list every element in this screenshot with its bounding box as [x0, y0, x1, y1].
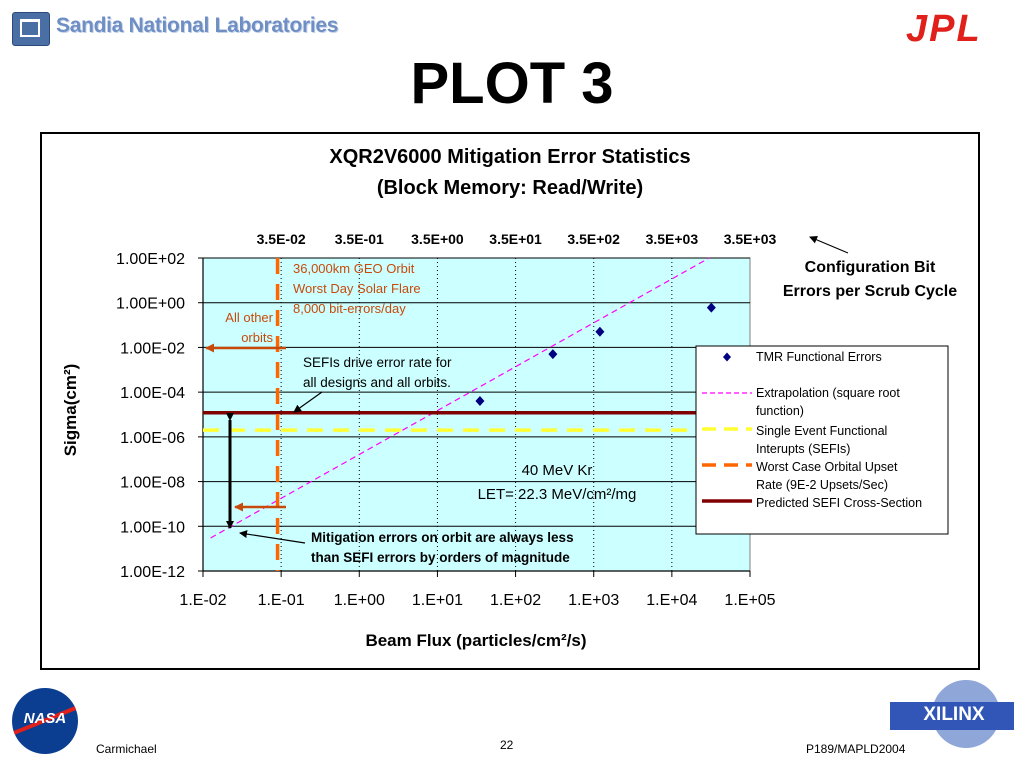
annotation-beam: LET= 22.3 MeV/cm²/mg — [478, 486, 637, 503]
footer-author: Carmichael — [96, 742, 157, 756]
footer-page-number: 22 — [500, 738, 514, 752]
nasa-logo: NASA — [12, 688, 78, 754]
secondary-x-tick-label: 3.5E+03 — [646, 231, 699, 247]
annotation-geo-orbit: Worst Day Solar Flare — [293, 281, 421, 296]
footer-reference: P189/MAPLD2004 — [806, 742, 906, 756]
legend-label: function) — [756, 404, 804, 418]
mitigation-arrow — [239, 530, 306, 544]
legend-label: Rate (9E-2 Upsets/Sec) — [756, 478, 888, 492]
secondary-x-tick-label: 3.5E+03 — [724, 231, 777, 247]
x-tick-label: 1.E-01 — [258, 592, 305, 609]
x-tick-label: 1.E+03 — [568, 592, 619, 609]
extrapolation-line — [210, 257, 710, 539]
chart-subtitle: (Block Memory: Read/Write) — [377, 177, 643, 199]
x-tick-label: 1.E+02 — [490, 592, 541, 609]
legend-label: Interupts (SEFIs) — [756, 442, 850, 456]
secondary-axis-label-line2: Errors per Scrub Cycle — [783, 283, 957, 300]
secondary-x-tick-label: 3.5E+02 — [567, 231, 620, 247]
legend: TMR Functional Errors Extrapolation (squa… — [695, 345, 949, 535]
tmr-data-point — [706, 302, 716, 313]
sandia-logo-text: Sandia National Laboratories — [56, 14, 339, 37]
annotation-sefi-drive: all designs and all orbits. — [303, 375, 451, 390]
annotation-other-orbits: All other — [225, 310, 273, 325]
annotation-other-orbits: orbits — [241, 330, 273, 345]
x-tick-label: 1.E+04 — [646, 592, 697, 609]
jpl-logo: JPL — [906, 8, 982, 50]
annotation-geo-orbit: 8,000 bit-errors/day — [293, 301, 406, 316]
x-tick-label: 1.E-02 — [179, 592, 226, 609]
annotation-geo-orbit: 36,000km GEO Orbit — [293, 261, 415, 276]
y-tick-label: 1.00E-06 — [120, 430, 185, 447]
annotation-mitigation: than SEFI errors by orders of magnitude — [311, 550, 570, 565]
y-tick-label: 1.00E-04 — [120, 385, 185, 402]
y-tick-label: 1.00E-12 — [120, 564, 185, 581]
x-tick-label: 1.E+01 — [412, 592, 463, 609]
y-axis-label: Sigma(cm²) — [61, 364, 80, 457]
tmr-data-point — [595, 326, 605, 337]
chart-title: XQR2V6000 Mitigation Error Statistics — [329, 146, 690, 168]
legend-swatch-tmr — [723, 352, 731, 362]
xilinx-logo: XILINX — [890, 680, 1020, 752]
plot-background — [202, 257, 751, 572]
secondary-x-tick-label: 3.5E+00 — [411, 231, 464, 247]
y-tick-label: 1.00E+00 — [116, 296, 185, 313]
secondary-x-tick-label: 3.5E-01 — [335, 231, 384, 247]
annotation-mitigation: Mitigation errors on orbit are always le… — [311, 530, 574, 545]
y-tick-label: 1.00E-08 — [120, 475, 185, 492]
tmr-data-point — [548, 349, 558, 360]
config-bit-arrow — [809, 236, 849, 254]
secondary-x-tick-label: 3.5E-02 — [257, 231, 306, 247]
x-tick-label: 1.E+00 — [334, 592, 385, 609]
annotation-sefi-drive: SEFIs drive error rate for — [303, 355, 452, 370]
annotation-beam: 40 MeV Kr — [522, 462, 593, 479]
x-axis-label: Beam Flux (particles/cm²/s) — [365, 631, 586, 650]
plot-area: 1.00E+02 1.00E+00 1.00E-02 1.00E-04 1.00E-06… — [116, 231, 776, 609]
y-tick-label: 1.00E+02 — [116, 251, 185, 268]
y-tick-label: 1.00E-02 — [120, 340, 185, 357]
secondary-axis-label-line1: Configuration Bit — [805, 259, 936, 276]
legend-label: Worst Case Orbital Upset — [756, 460, 898, 474]
tmr-data-point — [475, 396, 485, 407]
legend-label: Extrapolation (square root — [756, 386, 900, 400]
annotations: 36,000km GEO Orbit Worst Day Solar Flare 8… — [205, 236, 849, 565]
secondary-x-tick-label: 3.5E+01 — [489, 231, 542, 247]
legend-label: Predicted SEFI Cross-Section — [756, 496, 922, 510]
legend-label: Single Event Functional — [756, 424, 887, 438]
x-tick-label: 1.E+05 — [724, 592, 775, 609]
legend-label: TMR Functional Errors — [756, 350, 882, 364]
sefi-drive-arrow — [293, 391, 323, 413]
y-tick-label: 1.00E-10 — [120, 519, 185, 536]
slide-title: PLOT 3 — [410, 51, 614, 116]
sandia-logo-icon — [12, 12, 50, 46]
